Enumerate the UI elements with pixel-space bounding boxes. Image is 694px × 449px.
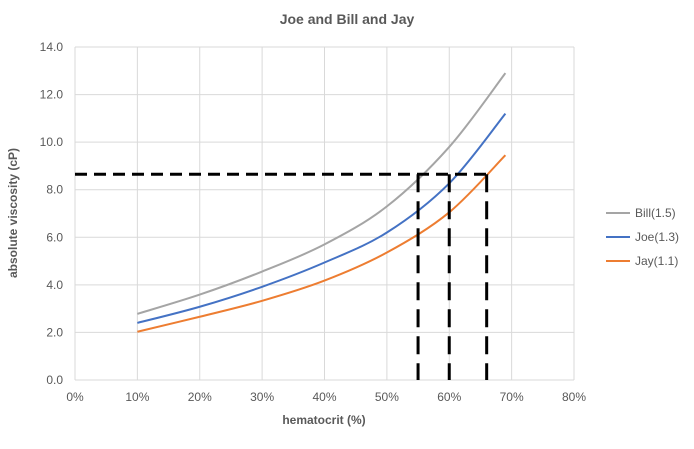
legend-label: Bill(1.5) <box>635 206 676 220</box>
x-tick-label: 70% <box>500 390 524 404</box>
x-tick-label: 60% <box>437 390 461 404</box>
y-tick-label: 10.0 <box>40 135 64 149</box>
dashed-annotations <box>75 172 489 380</box>
legend: Bill(1.5) Joe(1.3) Jay(1.1) <box>606 206 679 268</box>
y-tick-label: 0.0 <box>46 373 63 387</box>
y-axis-label: absolute viscosity (cP) <box>6 148 20 278</box>
x-tick-label: 0% <box>66 390 84 404</box>
y-tick-label: 12.0 <box>40 88 64 102</box>
x-tick-label: 50% <box>375 390 399 404</box>
legend-label: Joe(1.3) <box>635 230 679 244</box>
y-tick-label: 14.0 <box>40 40 64 54</box>
y-tick-label: 6.0 <box>46 230 63 244</box>
legend-label: Jay(1.1) <box>635 254 678 268</box>
chart-title: Joe and Bill and Jay <box>280 11 415 27</box>
y-tick-label: 8.0 <box>46 183 63 197</box>
x-tick-label: 80% <box>562 390 586 404</box>
series-line-bill15 <box>137 72 507 315</box>
y-tick-label: 4.0 <box>46 278 63 292</box>
gridlines <box>74 46 575 381</box>
y-tick-label: 2.0 <box>46 325 63 339</box>
x-tick-label: 40% <box>312 390 336 404</box>
tick-labels: 0% 10% 20% 30% 40% 50% 60% 70% 80% 0.0 2.0 4.0 6.0 8.… <box>40 40 587 404</box>
x-axis-label: hematocrit (%) <box>282 413 365 427</box>
x-tick-label: 30% <box>250 390 274 404</box>
x-tick-label: 20% <box>188 390 212 404</box>
x-tick-label: 10% <box>125 390 149 404</box>
